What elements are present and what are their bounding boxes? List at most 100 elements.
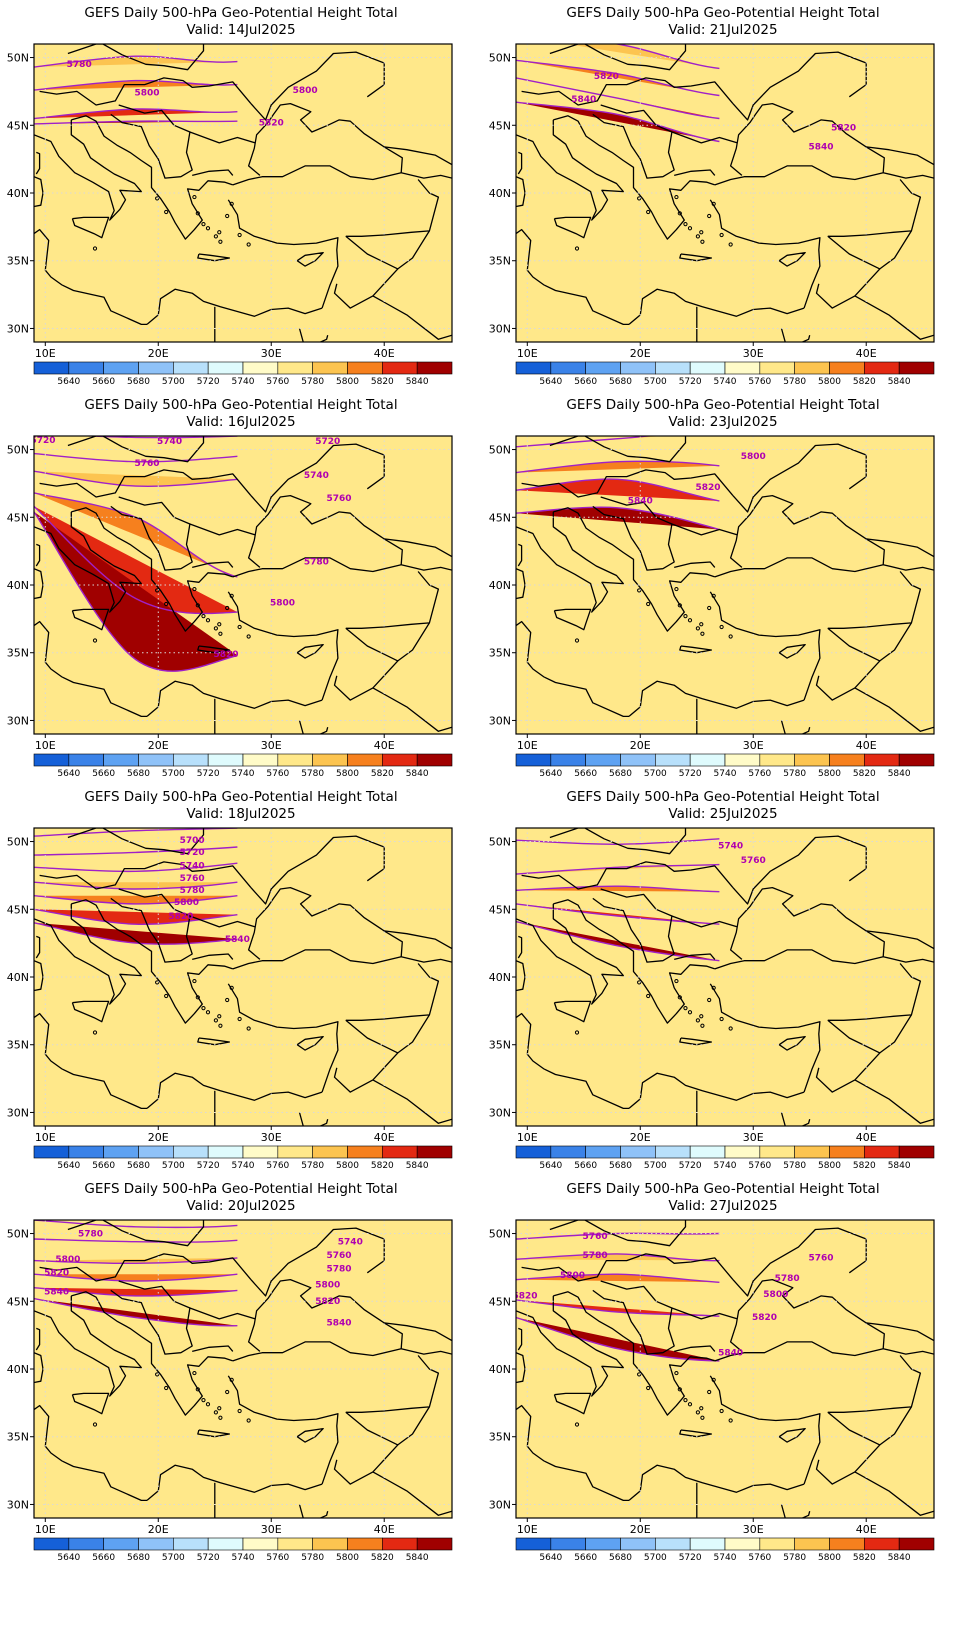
island xyxy=(687,1010,693,1015)
colorbar-label: 5720 xyxy=(197,377,220,387)
island xyxy=(218,1023,223,1028)
island xyxy=(674,586,679,592)
colorbar-swatch xyxy=(794,1145,830,1159)
coastline xyxy=(71,899,234,1024)
contour-label: 5720 xyxy=(180,848,205,858)
coastline xyxy=(189,1307,256,1320)
colorbar-label: 5800 xyxy=(818,1161,841,1171)
contour-line xyxy=(34,470,238,488)
coastline xyxy=(553,1291,716,1416)
lon-tick-label: 20E xyxy=(148,1131,169,1144)
lon-tick-label: 20E xyxy=(630,1131,651,1144)
height-fill-band xyxy=(34,909,238,925)
colorbar-label: 5640 xyxy=(57,1161,80,1171)
forecast-panel: GEFS Daily 500-hPa Geo-Potential Height … xyxy=(0,0,482,392)
lat-tick-label: 40N xyxy=(7,579,29,592)
island xyxy=(237,1016,242,1022)
colorbar-swatch xyxy=(515,1537,552,1551)
island xyxy=(217,1406,222,1411)
coastline xyxy=(197,1037,231,1046)
coastline xyxy=(39,861,252,890)
lat-tick-label: 35N xyxy=(489,1039,511,1052)
coastline xyxy=(714,102,885,186)
island xyxy=(700,1023,705,1028)
height-fill-band xyxy=(516,461,720,473)
colorbar-label: 5660 xyxy=(574,1553,597,1563)
island xyxy=(195,995,200,1000)
coastline xyxy=(67,828,205,855)
panel-title: GEFS Daily 500-hPa Geo-Potential Height … xyxy=(566,789,880,805)
coastline xyxy=(553,899,716,1024)
island xyxy=(246,634,251,639)
coastline xyxy=(67,436,205,463)
coastline xyxy=(250,835,385,905)
height-fill-band xyxy=(34,863,238,872)
colorbar-label: 5680 xyxy=(127,1553,150,1563)
colorbar-swatch xyxy=(277,1145,313,1159)
coastline xyxy=(553,1000,592,1023)
colorbar-label: 5820 xyxy=(853,1161,876,1171)
contour-line xyxy=(34,79,238,91)
lat-tick-label: 30N xyxy=(7,322,29,335)
colorbar-label: 5640 xyxy=(57,1553,80,1563)
colorbar-swatch xyxy=(242,361,279,375)
coastline xyxy=(628,288,805,325)
coastline xyxy=(192,953,234,961)
coastline xyxy=(827,179,922,237)
island xyxy=(728,1418,733,1423)
lon-tick-label: 10E xyxy=(517,1523,538,1536)
colorbar-swatch xyxy=(585,1537,621,1551)
coastline xyxy=(549,44,687,71)
island xyxy=(646,1385,651,1391)
coastline xyxy=(709,983,821,1093)
colorbar-label: 5640 xyxy=(57,769,80,779)
colorbar-label: 5800 xyxy=(818,377,841,387)
coastline xyxy=(71,1291,234,1416)
coastline xyxy=(296,1427,324,1443)
colorbar-swatch xyxy=(68,1537,104,1551)
coastline xyxy=(298,328,329,342)
coastline xyxy=(709,591,821,701)
coastline xyxy=(778,1035,806,1051)
contour-line xyxy=(34,1238,238,1243)
colorbar-label: 5760 xyxy=(748,1553,771,1563)
colorbar-swatch xyxy=(898,361,935,375)
contour-line xyxy=(34,862,238,873)
contour-line xyxy=(516,77,720,120)
colorbar-swatch xyxy=(655,1145,691,1159)
coastline xyxy=(61,284,147,326)
colorbar-swatch xyxy=(277,1537,313,1551)
map-plot: 5780 5800 5820 5840 10E 20E 30E 40E 50N 45N 40N 35N… xyxy=(489,435,935,779)
colorbar-swatch xyxy=(550,1537,586,1551)
lon-tick-label: 40E xyxy=(374,739,395,752)
coastline xyxy=(67,1220,205,1247)
colorbar-label: 5760 xyxy=(266,1553,289,1563)
colorbar-label: 5660 xyxy=(92,1553,115,1563)
colorbar-swatch xyxy=(416,1537,453,1551)
height-fill-band xyxy=(516,507,720,530)
colorbar-label: 5740 xyxy=(232,1161,255,1171)
contour-label: 5840 xyxy=(225,935,250,945)
coastline xyxy=(372,295,452,340)
island xyxy=(674,194,679,200)
colorbar-swatch xyxy=(759,753,795,767)
coastline xyxy=(732,443,867,513)
coastline xyxy=(671,915,738,928)
colorbar-label: 5800 xyxy=(818,1553,841,1563)
coastline xyxy=(110,496,193,571)
contour-line xyxy=(34,511,238,672)
coastline xyxy=(250,1227,385,1297)
height-fill-band xyxy=(516,886,720,892)
colorbar-swatch xyxy=(515,361,552,375)
forecast-panel: GEFS Daily 500-hPa Geo-Potential Height … xyxy=(0,784,482,1176)
island xyxy=(646,209,651,215)
coastline xyxy=(397,622,430,662)
colorbar-label: 5740 xyxy=(714,1553,737,1563)
colorbar-swatch xyxy=(515,1145,552,1159)
contour-label: 5780 xyxy=(326,1264,351,1274)
contour-label: 5800 xyxy=(270,598,295,608)
contour-line xyxy=(612,44,720,70)
island xyxy=(225,605,230,611)
coastline xyxy=(866,146,934,179)
island xyxy=(237,1408,242,1414)
